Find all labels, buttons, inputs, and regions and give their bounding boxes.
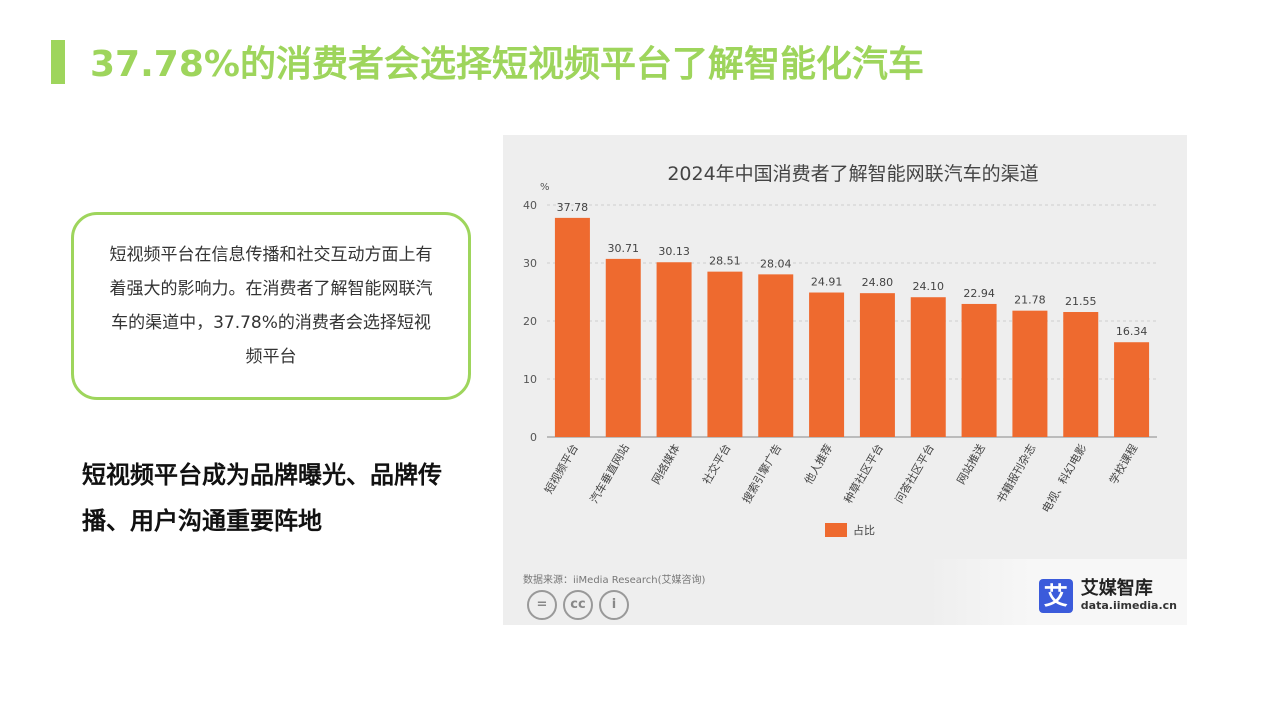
legend-label: 占比 xyxy=(853,523,875,537)
brand-icon: 艾 xyxy=(1038,579,1073,613)
brand-name: 艾媒智库 xyxy=(1080,578,1153,599)
bar xyxy=(809,292,845,437)
data-label: 24.80 xyxy=(862,276,894,289)
y-tick-label: 40 xyxy=(523,199,537,212)
x-tick-label: 汽车垂直网站 xyxy=(587,442,632,506)
x-tick-label: 搜索引擎广告 xyxy=(739,442,784,506)
data-label: 24.10 xyxy=(913,280,945,293)
bar xyxy=(859,293,895,437)
x-tick-label: 问答社区平台 xyxy=(892,442,937,506)
y-axis-unit: % xyxy=(540,182,550,193)
callout-text: 短视频平台在信息传播和社交互动方面上有着强大的影响力。在消费者了解智能网联汽车的… xyxy=(109,245,433,367)
bar xyxy=(1114,342,1150,437)
x-tick-label: 种草社区平台 xyxy=(841,442,886,506)
bar xyxy=(605,258,641,437)
bar xyxy=(961,303,997,437)
brand-logo: 艾 艾媒智库 data.iimedia.cn xyxy=(1038,579,1177,613)
legend-swatch xyxy=(825,523,847,537)
x-tick-label: 电视、科幻电影 xyxy=(1039,442,1090,516)
data-label: 30.71 xyxy=(608,242,640,255)
license-cc-icon: cc xyxy=(563,590,593,620)
bar xyxy=(758,274,794,437)
x-tick-label: 他人推荐 xyxy=(801,442,835,487)
data-label: 22.94 xyxy=(963,287,995,300)
data-label: 30.13 xyxy=(658,245,690,258)
data-label: 21.78 xyxy=(1014,294,1046,307)
y-tick-label: 10 xyxy=(523,373,537,386)
title-accent-bar xyxy=(51,40,65,84)
y-tick-label: 20 xyxy=(523,315,537,328)
highlight-text: 短视频平台成为品牌曝光、品牌传播、用户沟通重要阵地 xyxy=(82,461,442,535)
license-person-icon: i xyxy=(599,590,629,620)
bar xyxy=(554,217,590,437)
brand-url: data.iimedia.cn xyxy=(1080,599,1177,612)
data-label: 21.55 xyxy=(1065,295,1097,308)
x-tick-label: 社交平台 xyxy=(699,442,733,487)
data-label: 37.78 xyxy=(557,201,589,214)
bar xyxy=(910,297,946,437)
x-tick-label: 学校课程 xyxy=(1106,442,1140,487)
x-tick-label: 网络媒体 xyxy=(649,442,683,487)
bar xyxy=(656,262,692,437)
bar xyxy=(707,271,743,437)
callout-box: 短视频平台在信息传播和社交互动方面上有着强大的影响力。在消费者了解智能网联汽车的… xyxy=(71,212,471,400)
brand-text: 艾媒智库 data.iimedia.cn xyxy=(1081,579,1177,613)
bar xyxy=(1063,312,1099,437)
data-label: 16.34 xyxy=(1116,325,1148,338)
bar-chart: 2024年中国消费者了解智能网联汽车的渠道% 0 10 20 30 40 37.78 短视频平… xyxy=(523,163,1157,537)
chart-panel: 2024年中国消费者了解智能网联汽车的渠道% 0 10 20 30 40 37.78 短视频平… xyxy=(503,135,1187,625)
chart-title: 2024年中国消费者了解智能网联汽车的渠道 xyxy=(667,163,1038,185)
x-tick-label: 短视频平台 xyxy=(541,442,581,497)
data-label: 28.51 xyxy=(709,255,741,268)
bar xyxy=(1012,310,1048,437)
x-tick-label: 书籍报刊杂志 xyxy=(993,442,1038,506)
x-tick-label: 网站推送 xyxy=(954,442,988,487)
data-label: 24.91 xyxy=(811,276,843,289)
page-title: 37.78%的消费者会选择短视频平台了解智能化汽车 xyxy=(90,44,924,85)
chart-source: 数据来源：iiMedia Research(艾媒咨询) xyxy=(523,575,706,586)
license-icons: = cc i xyxy=(527,590,635,620)
data-label: 28.04 xyxy=(760,257,792,270)
y-tick-label: 30 xyxy=(523,257,537,270)
y-tick-label: 0 xyxy=(530,431,537,444)
license-equal-icon: = xyxy=(527,590,557,620)
